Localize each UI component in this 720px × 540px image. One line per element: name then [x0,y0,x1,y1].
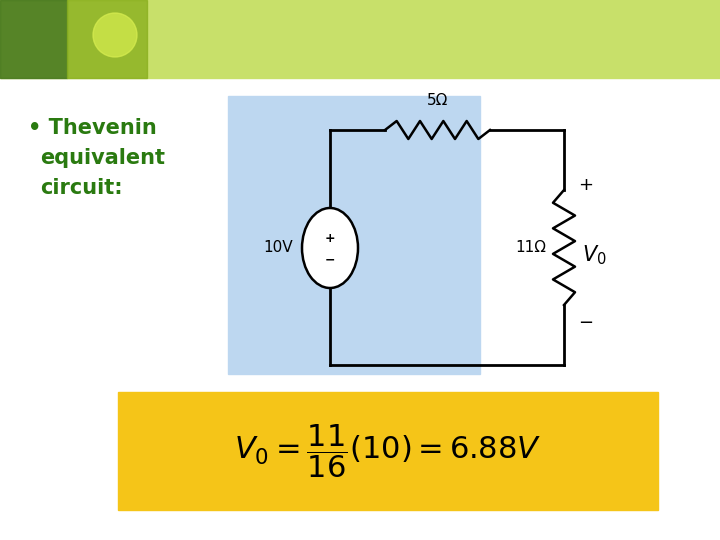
Text: • Thevenin: • Thevenin [28,118,157,138]
Bar [0,0,67,78]
Text: 5Ω: 5Ω [427,93,448,108]
Text: $V_0 = \dfrac{11}{16}(10) = 6.88V$: $V_0 = \dfrac{11}{16}(10) = 6.88V$ [235,422,541,480]
Text: 10V: 10V [264,240,293,255]
Bar [67,0,147,78]
Ellipse shape [302,208,358,288]
Text: −: − [325,253,336,267]
Text: −: − [578,314,593,332]
Text: +: + [325,232,336,245]
Text: +: + [578,176,593,194]
Circle shape [93,13,137,57]
Bar [0,0,720,78]
Text: equivalent: equivalent [40,148,165,168]
Bar [228,96,480,374]
Bar [118,392,658,510]
Text: $V_0$: $V_0$ [582,244,607,267]
Text: circuit:: circuit: [40,178,122,198]
Text: 11Ω: 11Ω [515,240,546,255]
